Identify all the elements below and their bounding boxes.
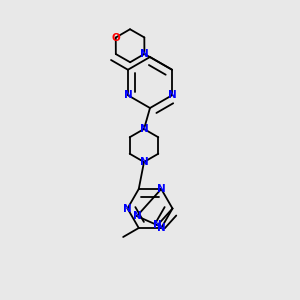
Text: N: N [157, 184, 166, 194]
Text: N: N [168, 90, 176, 100]
Text: N: N [124, 90, 132, 100]
Text: N: N [140, 157, 148, 167]
Text: N: N [133, 211, 141, 221]
Text: N: N [140, 49, 149, 59]
Text: N: N [153, 220, 162, 230]
Text: O: O [111, 33, 120, 43]
Text: N: N [123, 203, 132, 214]
Text: N: N [140, 124, 148, 134]
Text: N: N [157, 223, 166, 233]
